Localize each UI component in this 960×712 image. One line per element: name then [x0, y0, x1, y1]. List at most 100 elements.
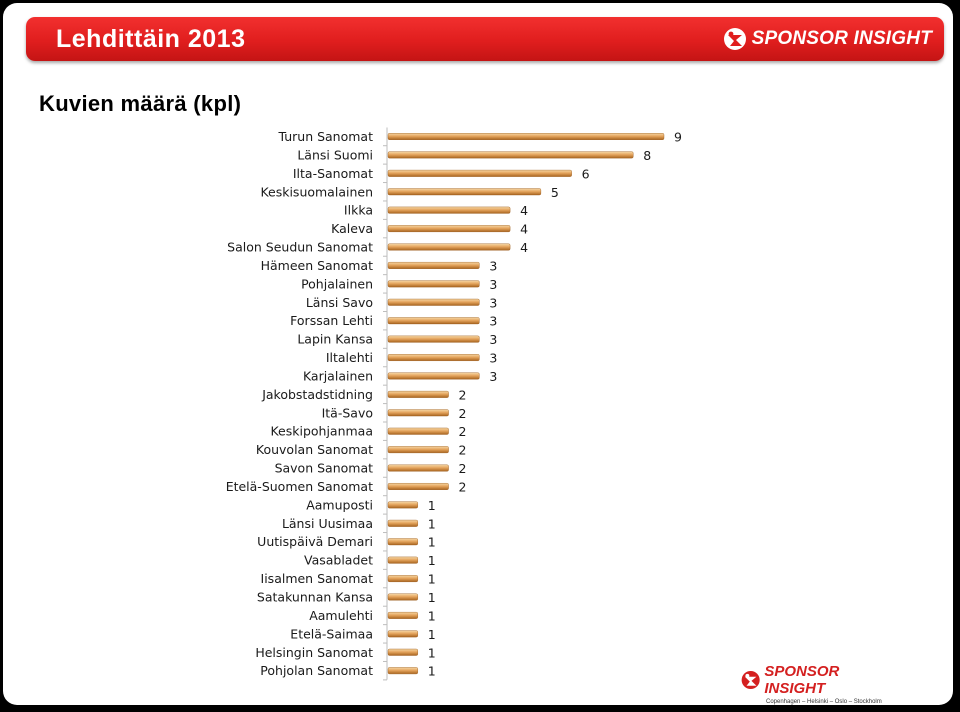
bar	[387, 280, 480, 288]
bar	[387, 298, 480, 306]
data-label: 2	[459, 479, 467, 494]
data-label: 3	[489, 314, 497, 329]
category-label: Jakobstadstidning	[261, 387, 373, 402]
bar	[387, 133, 665, 140]
data-label: 3	[489, 258, 497, 273]
category-label: Etelä-Suomen Sanomat	[226, 479, 373, 494]
category-label: Satakunnan Kansa	[257, 590, 373, 605]
category-label: Ilta-Sanomat	[293, 166, 373, 181]
bar	[387, 483, 449, 490]
data-label: 6	[582, 166, 590, 181]
header-logo: SPONSOR INSIGHT	[722, 26, 932, 52]
title-bar: Lehdittäin 2013 SPONSOR INSIGHT	[26, 17, 944, 61]
sponsor-insight-logo-icon	[723, 28, 746, 50]
data-label: 3	[489, 277, 497, 292]
category-label: Salon Seudun Sanomat	[227, 240, 373, 255]
data-label: 1	[428, 498, 436, 513]
category-label: Ilkka	[344, 203, 373, 218]
bar	[387, 151, 634, 159]
data-label: 3	[489, 332, 497, 347]
bar	[387, 593, 418, 601]
bar	[387, 317, 480, 325]
data-label: 2	[459, 387, 467, 402]
bar	[387, 335, 480, 343]
bar	[387, 575, 418, 583]
category-label: Helsingin Sanomat	[255, 645, 373, 660]
data-label: 1	[428, 627, 436, 642]
chart-subtitle: Kuvien määrä (kpl)	[39, 91, 242, 116]
category-label: Hämeen Sanomat	[261, 258, 374, 273]
data-label: 3	[489, 295, 497, 310]
data-label: 1	[428, 664, 436, 679]
data-label: 2	[459, 443, 467, 458]
category-label: Länsi Savo	[306, 295, 373, 310]
footer-logo: SPONSOR INSIGHT Copenhagen – Helsinki – …	[740, 663, 900, 705]
category-label: Etelä-Saimaa	[290, 626, 373, 641]
category-label: Pohjolan Sanomat	[260, 663, 373, 678]
bar	[387, 261, 480, 269]
bar	[387, 409, 449, 417]
data-label: 1	[428, 535, 436, 550]
bar	[387, 464, 449, 472]
category-label: Iisalmen Sanomat	[261, 571, 374, 586]
category-label: Aamulehti	[309, 608, 373, 623]
category-label: Forssan Lehti	[290, 313, 373, 328]
data-label: 2	[459, 424, 467, 439]
bar	[387, 630, 418, 638]
data-label: 1	[428, 590, 436, 605]
bar	[387, 519, 418, 527]
data-label: 1	[428, 645, 436, 660]
bar	[387, 648, 418, 656]
category-label: Lapin Kansa	[297, 332, 373, 347]
data-label: 4	[520, 203, 528, 218]
data-label: 1	[428, 553, 436, 568]
bar	[387, 611, 418, 619]
data-label: 1	[428, 516, 436, 531]
data-label: 3	[489, 351, 497, 366]
category-label: Aamuposti	[306, 497, 373, 512]
bar	[387, 188, 542, 196]
bar	[387, 538, 418, 546]
bar	[387, 446, 449, 454]
data-label: 2	[459, 461, 467, 476]
category-label: Länsi Suomi	[297, 147, 373, 162]
page-title: Lehdittäin 2013	[56, 25, 246, 53]
data-label: 4	[520, 240, 528, 255]
sponsor-insight-logo-icon	[741, 670, 760, 690]
category-label: Kaleva	[331, 221, 373, 236]
category-label: Itä-Savo	[322, 405, 373, 420]
data-label: 5	[551, 185, 559, 200]
category-label: Karjalainen	[303, 368, 373, 383]
data-label: 9	[674, 130, 682, 145]
category-label: Keskisuomalainen	[260, 184, 373, 199]
bar	[387, 501, 418, 509]
category-label: Keskipohjanmaa	[270, 424, 373, 439]
data-label: 1	[428, 572, 436, 587]
data-label: 4	[520, 222, 528, 237]
bar	[387, 390, 449, 398]
header-brand: SPONSOR INSIGHT	[751, 28, 932, 49]
bar	[387, 206, 511, 214]
footer-brand: SPONSOR INSIGHT	[764, 663, 840, 697]
bar	[387, 243, 511, 251]
bar	[387, 225, 511, 233]
bar	[387, 556, 418, 564]
category-label: Länsi Uusimaa	[282, 516, 373, 531]
data-label: 2	[459, 406, 467, 421]
category-label: Kouvolan Sanomat	[256, 442, 373, 457]
category-label: Turun Sanomat	[277, 129, 373, 144]
category-label: Savon Sanomat	[275, 461, 374, 476]
bar	[387, 372, 480, 380]
category-label: Uutispäivä Demari	[257, 534, 373, 549]
category-label: Iltalehti	[326, 350, 373, 365]
category-label: Vasabladet	[304, 553, 373, 568]
category-label: Pohjalainen	[301, 276, 373, 291]
footer-tagline: Copenhagen – Helsinki – Oslo – Stockholm	[766, 699, 882, 705]
bar	[387, 169, 572, 177]
data-label: 3	[489, 369, 497, 384]
data-label: 8	[643, 148, 651, 163]
slide: Lehdittäin 2013 SPONSOR INSIGHT Kuvien m…	[3, 3, 953, 705]
bar	[387, 427, 449, 435]
bar	[387, 354, 480, 361]
